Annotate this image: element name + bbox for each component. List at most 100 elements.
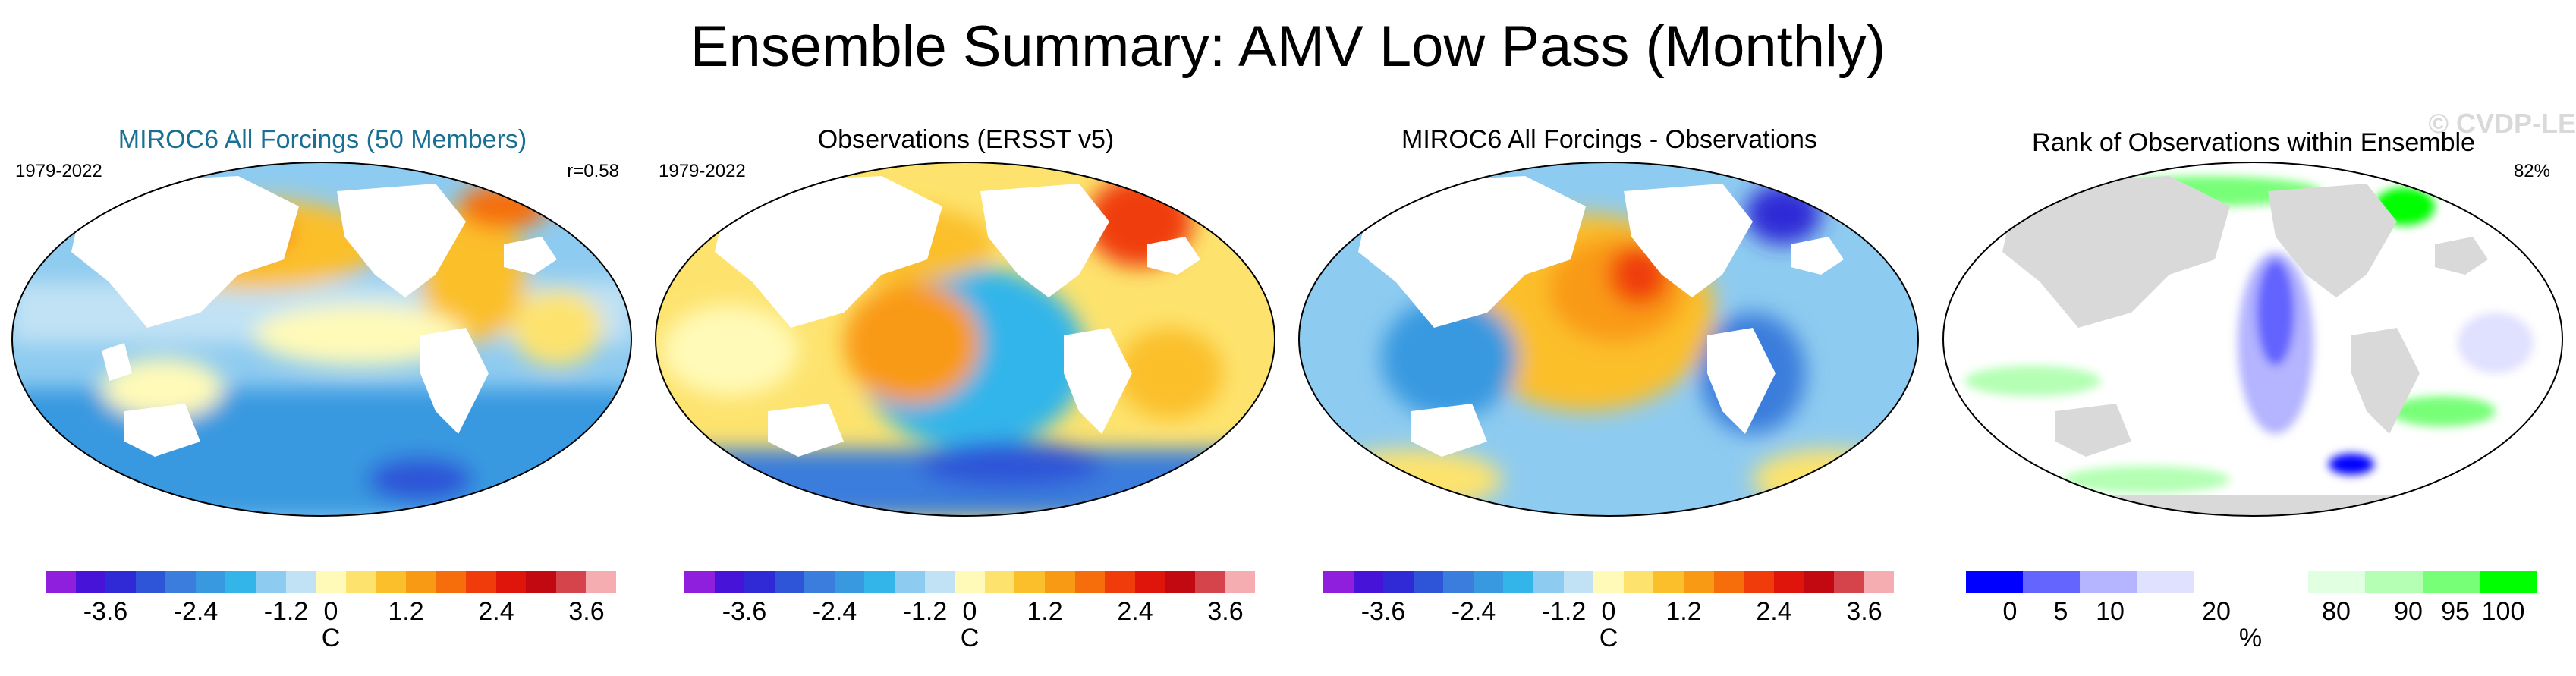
tick-label: 1.2 <box>1027 597 1063 626</box>
tick-label: -1.2 <box>1541 597 1587 626</box>
period-label: 1979-2022 <box>15 161 102 181</box>
colorbar-segment <box>1323 571 1354 593</box>
colorbar-segment <box>526 571 556 593</box>
period-label: 1979-2022 <box>659 161 746 181</box>
world-map-rank <box>1942 162 2563 517</box>
panel-title: MIROC6 All Forcings (50 Members) <box>118 125 527 154</box>
colorbar-segment <box>1014 571 1045 593</box>
colorbar-segment <box>225 571 256 593</box>
panel-rank: © CVDP-LE Rank of Observations within En… <box>1931 0 2576 676</box>
tick-label: 20 <box>2202 597 2231 626</box>
tick-label: 0 <box>1601 597 1616 626</box>
colorbar-segment <box>774 571 805 593</box>
colorbar-segment <box>1773 571 1804 593</box>
colorbar-segment <box>195 571 226 593</box>
world-map-model <box>11 162 632 517</box>
colorbar-segment <box>1833 571 1864 593</box>
tick-label: 3.6 <box>1207 597 1244 626</box>
colorbar-segment <box>1105 571 1135 593</box>
colorbar-segment <box>256 571 286 593</box>
colorbar-segment <box>1966 571 2024 593</box>
colorbar-segment <box>1165 571 1195 593</box>
colorbar-segment <box>2023 571 2081 593</box>
tick-label: 1.2 <box>1665 597 1702 626</box>
colorbar-segment <box>1683 571 1714 593</box>
colorbar-segment <box>955 571 985 593</box>
colorbar-segment <box>495 571 527 593</box>
tick-label: -3.6 <box>1360 597 1406 626</box>
correlation-label: r=0.58 <box>567 161 619 181</box>
colorbar-segment <box>1194 571 1225 593</box>
tick-label: -1.2 <box>902 597 948 626</box>
colorbar-segment <box>2080 571 2137 593</box>
colorbar-segment <box>466 571 496 593</box>
colorbar-segment <box>895 571 925 593</box>
colorbar-segment <box>804 571 835 593</box>
world-map-difference <box>1298 162 1919 517</box>
world-map-observations <box>655 162 1275 517</box>
tick-label: 1.2 <box>388 597 424 626</box>
tick-label: 0 <box>323 597 338 626</box>
colorbar-segment <box>1563 571 1594 593</box>
colorbar-segment <box>1074 571 1106 593</box>
colorbar-segment <box>1804 571 1834 593</box>
tick-label: -3.6 <box>83 597 128 626</box>
colorbar-segment <box>555 571 587 593</box>
figure-title: Ensemble Summary: AMV Low Pass (Monthly) <box>690 14 1886 79</box>
watermark: © CVDP-LE <box>2428 108 2576 139</box>
colorbar-segment <box>46 571 76 593</box>
colorbar-segment <box>1623 571 1654 593</box>
colorbar-segment <box>834 571 865 593</box>
colorbar-segment <box>1503 571 1534 593</box>
colorbar-segment <box>2137 571 2194 593</box>
panel-title: Rank of Observations within Ensemble <box>2032 128 2475 157</box>
tick-label: -3.6 <box>722 597 767 626</box>
temperature-colorbar <box>1323 571 1894 593</box>
tick-label: 2.4 <box>1117 597 1153 626</box>
colorbar-segment <box>684 571 715 593</box>
colorbar-segment <box>1443 571 1474 593</box>
colorbar-segment <box>1225 571 1255 593</box>
colorbar-segment <box>436 571 467 593</box>
tick-label: 90 <box>2394 597 2423 626</box>
colorbar-segment <box>1473 571 1504 593</box>
colorbar-segment <box>165 571 196 593</box>
colorbar-segment <box>2308 571 2366 593</box>
panel-model: MIROC6 All Forcings (50 Members) 1979-20… <box>0 0 645 676</box>
colorbar-segment <box>714 571 745 593</box>
colorbar-segment <box>744 571 775 593</box>
colorbar-ticks: -3.6 -2.4 -1.2 0 1.2 2.4 3.6 <box>684 598 1255 625</box>
rank-colorbar <box>1966 571 2537 593</box>
tick-label: -2.4 <box>812 597 857 626</box>
colorbar-segment <box>285 571 316 593</box>
colorbar-ticks: -3.6 -2.4 -1.2 0 1.2 2.4 3.6 <box>1323 598 1894 625</box>
colorbar-segment <box>2365 571 2423 593</box>
tick-label: -1.2 <box>263 597 309 626</box>
colorbar-segment <box>1744 571 1774 593</box>
colorbar-segment <box>75 571 106 593</box>
tick-label: 3.6 <box>568 597 605 626</box>
percent-label: 82% <box>2513 161 2550 181</box>
colorbar-segment <box>1353 571 1384 593</box>
tick-label: -2.4 <box>1451 597 1496 626</box>
tick-label: 0 <box>962 597 977 626</box>
colorbar-segment <box>405 571 436 593</box>
colorbar-segment <box>1134 571 1165 593</box>
tick-label: 2.4 <box>1756 597 1792 626</box>
colorbar-segment <box>984 571 1015 593</box>
tick-label: 10 <box>2096 597 2125 626</box>
colorbar-unit: % <box>2238 624 2263 652</box>
temperature-colorbar <box>684 571 1255 593</box>
tick-label: 80 <box>2322 597 2351 626</box>
panel-title: MIROC6 All Forcings - Observations <box>1401 125 1817 154</box>
colorbar-segment <box>2194 571 2309 593</box>
colorbar-segment <box>1653 571 1684 593</box>
panel-title: Observations (ERSST v5) <box>817 125 1115 154</box>
tick-label: 3.6 <box>1846 597 1882 626</box>
colorbar-unit: C <box>321 624 341 652</box>
colorbar-segment <box>376 571 406 593</box>
colorbar-segment <box>2479 571 2537 593</box>
colorbar-segment <box>586 571 616 593</box>
tick-label: 0 <box>2002 597 2018 626</box>
colorbar-segment <box>135 571 166 593</box>
